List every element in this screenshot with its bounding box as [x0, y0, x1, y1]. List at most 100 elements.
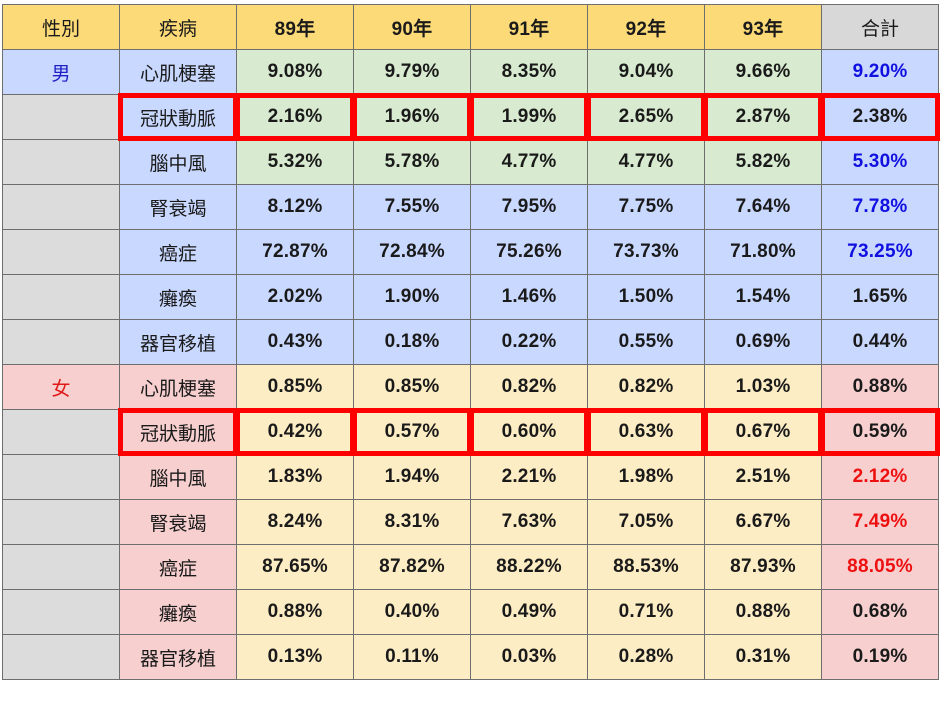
value-cell: 1.99%: [470, 94, 588, 140]
value-cell: 2.65%: [587, 94, 705, 140]
table-row: 腎衰竭 8.12% 7.55% 7.95% 7.75% 7.64% 7.78%: [2, 184, 939, 230]
value-cell: 2.16%: [236, 94, 354, 140]
column-header: 91年: [470, 4, 588, 50]
value-cell: 0.03%: [470, 634, 588, 680]
value-cell: 8.31%: [353, 499, 471, 545]
value-cell: 1.50%: [587, 274, 705, 320]
value-cell: 0.67%: [704, 409, 822, 455]
table-row: 癌症 87.65% 87.82% 88.22% 88.53% 87.93% 88.05%: [2, 544, 939, 590]
table-row: 男心肌梗塞 9.08% 9.79% 8.35% 9.04% 9.66% 9.20%: [2, 49, 939, 95]
disease-label: 腎衰竭: [119, 184, 237, 230]
value-cell: 0.31%: [704, 634, 822, 680]
value-cell: 75.26%: [470, 229, 588, 275]
total-cell: 7.49%: [821, 499, 939, 545]
disease-label: 癌症: [119, 229, 237, 275]
column-header: 90年: [353, 4, 471, 50]
disease-label: 器官移植: [119, 634, 237, 680]
value-cell: 0.85%: [236, 364, 354, 410]
sex-cell-empty: [2, 499, 120, 545]
value-cell: 0.18%: [353, 319, 471, 365]
value-cell: 88.22%: [470, 544, 588, 590]
value-cell: 4.77%: [587, 139, 705, 185]
sex-cell-empty: [2, 319, 120, 365]
value-cell: 8.12%: [236, 184, 354, 230]
sex-cell-empty: [2, 634, 120, 680]
total-cell: 2.12%: [821, 454, 939, 500]
total-cell: 0.68%: [821, 589, 939, 635]
table-row: 冠狀動脈 2.16% 1.96% 1.99% 2.65% 2.87% 2.38%: [2, 94, 939, 140]
total-cell: 0.88%: [821, 364, 939, 410]
total-cell: 0.59%: [821, 409, 939, 455]
value-cell: 0.69%: [704, 319, 822, 365]
total-cell: 73.25%: [821, 229, 939, 275]
table-row: 癌症 72.87% 72.84% 75.26% 73.73% 71.80% 73.25%: [2, 229, 939, 275]
value-cell: 1.94%: [353, 454, 471, 500]
value-cell: 1.03%: [704, 364, 822, 410]
value-cell: 0.42%: [236, 409, 354, 455]
disease-label: 腦中風: [119, 454, 237, 500]
value-cell: 8.24%: [236, 499, 354, 545]
table-body: 性別 疾病 89年 90年 91年 92年 93年 合計男心肌梗塞 9.08% 9.79% 8.35…: [2, 4, 939, 680]
column-header: 89年: [236, 4, 354, 50]
total-cell: 0.19%: [821, 634, 939, 680]
value-cell: 0.57%: [353, 409, 471, 455]
value-cell: 1.83%: [236, 454, 354, 500]
value-cell: 9.08%: [236, 49, 354, 95]
value-cell: 71.80%: [704, 229, 822, 275]
disease-label: 冠狀動脈: [119, 409, 237, 455]
header-row: 性別 疾病 89年 90年 91年 92年 93年 合計: [2, 4, 939, 50]
disease-label: 器官移植: [119, 319, 237, 365]
sex-cell-empty: [2, 94, 120, 140]
value-cell: 0.49%: [470, 589, 588, 635]
value-cell: 0.55%: [587, 319, 705, 365]
value-cell: 1.46%: [470, 274, 588, 320]
value-cell: 0.82%: [470, 364, 588, 410]
total-cell: 0.44%: [821, 319, 939, 365]
value-cell: 6.67%: [704, 499, 822, 545]
value-cell: 0.71%: [587, 589, 705, 635]
disease-label: 冠狀動脈: [119, 94, 237, 140]
value-cell: 0.88%: [236, 589, 354, 635]
value-cell: 0.60%: [470, 409, 588, 455]
sex-cell-empty: [2, 454, 120, 500]
column-header: 疾病: [119, 4, 237, 50]
total-cell: 5.30%: [821, 139, 939, 185]
value-cell: 0.28%: [587, 634, 705, 680]
total-cell: 88.05%: [821, 544, 939, 590]
value-cell: 7.63%: [470, 499, 588, 545]
value-cell: 9.66%: [704, 49, 822, 95]
value-cell: 0.13%: [236, 634, 354, 680]
sex-label: 女: [2, 364, 120, 410]
value-cell: 0.85%: [353, 364, 471, 410]
value-cell: 5.32%: [236, 139, 354, 185]
value-cell: 1.90%: [353, 274, 471, 320]
disease-rate-table: 性別 疾病 89年 90年 91年 92年 93年 合計男心肌梗塞 9.08% 9.79% 8.35…: [2, 4, 939, 680]
value-cell: 7.05%: [587, 499, 705, 545]
table-row: 腦中風 5.32% 5.78% 4.77% 4.77% 5.82% 5.30%: [2, 139, 939, 185]
value-cell: 4.77%: [470, 139, 588, 185]
value-cell: 0.63%: [587, 409, 705, 455]
value-cell: 72.87%: [236, 229, 354, 275]
sex-cell-empty: [2, 274, 120, 320]
disease-label: 心肌梗塞: [119, 49, 237, 95]
value-cell: 0.43%: [236, 319, 354, 365]
value-cell: 8.35%: [470, 49, 588, 95]
value-cell: 7.95%: [470, 184, 588, 230]
sex-cell-empty: [2, 544, 120, 590]
disease-label: 腎衰竭: [119, 499, 237, 545]
value-cell: 1.98%: [587, 454, 705, 500]
column-header: 93年: [704, 4, 822, 50]
value-cell: 9.79%: [353, 49, 471, 95]
value-cell: 7.75%: [587, 184, 705, 230]
value-cell: 73.73%: [587, 229, 705, 275]
total-cell: 7.78%: [821, 184, 939, 230]
value-cell: 87.65%: [236, 544, 354, 590]
value-cell: 0.88%: [704, 589, 822, 635]
sex-cell-empty: [2, 589, 120, 635]
sex-cell-empty: [2, 139, 120, 185]
table-row: 腎衰竭 8.24% 8.31% 7.63% 7.05% 6.67% 7.49%: [2, 499, 939, 545]
value-cell: 72.84%: [353, 229, 471, 275]
sex-cell-empty: [2, 184, 120, 230]
value-cell: 5.82%: [704, 139, 822, 185]
